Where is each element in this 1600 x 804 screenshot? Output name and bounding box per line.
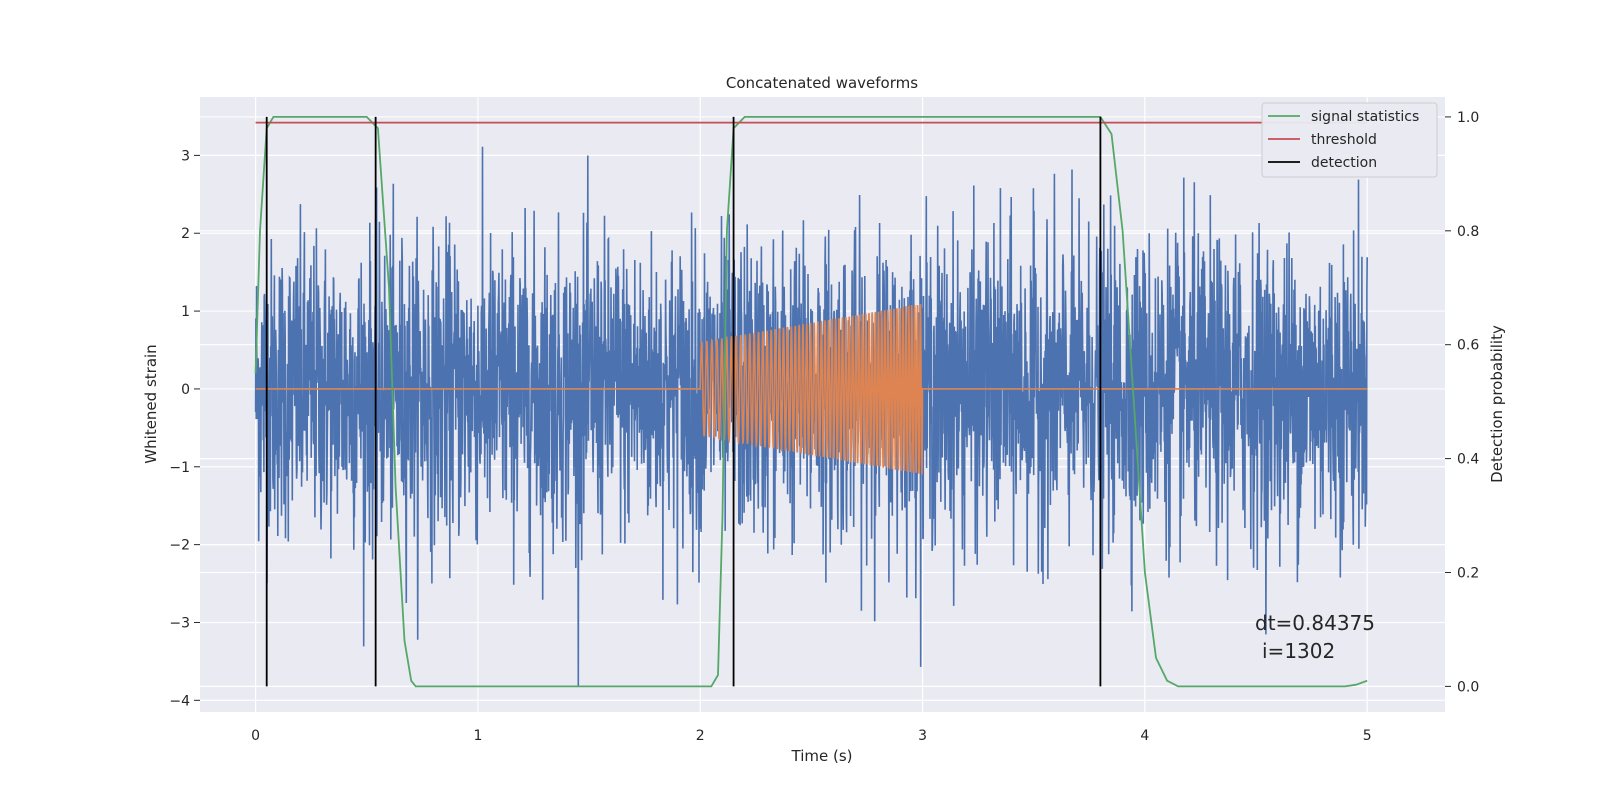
y-left-tick-label-0: 3 <box>181 148 190 164</box>
y-left-tick-label-4: −1 <box>169 460 190 476</box>
injected-signal-line <box>255 303 1368 476</box>
annotation-i: i=1302 <box>1262 639 1335 663</box>
x-axis-label: Time (s) <box>791 747 853 765</box>
y-left-tick-label-7: −4 <box>169 693 190 709</box>
y-left-tick-label-5: −2 <box>169 538 190 554</box>
legend-box <box>1261 102 1438 178</box>
y-right-tick-label-3: 0.4 <box>1457 452 1479 468</box>
y-right-tick-label-5: 0.0 <box>1457 679 1479 695</box>
chart-title: Concatenated waveforms <box>726 74 918 92</box>
y-right-tick-label-2: 0.6 <box>1457 338 1479 354</box>
legend-label-threshold: threshold <box>1311 132 1377 148</box>
x-tick-label-0: 0 <box>251 728 260 744</box>
y-left-tick-label-3: 0 <box>181 382 190 398</box>
y-axis-right-label: Detection probability <box>1488 325 1506 483</box>
x-tick-label-5: 5 <box>1363 728 1372 744</box>
signal-statistics-line <box>254 116 1368 688</box>
legend-label-signal-statistics: signal statistics <box>1311 109 1419 125</box>
y-axis-left-label: Whitened strain <box>142 344 160 463</box>
annotation-dt: dt=0.84375 <box>1255 611 1375 635</box>
y-right-tick-label-1: 0.8 <box>1457 224 1479 240</box>
x-tick-label-4: 4 <box>1140 728 1149 744</box>
x-tick-label-2: 2 <box>696 728 705 744</box>
x-tick-label-1: 1 <box>473 728 482 744</box>
tick-labels: 0 1 2 3 4 5 3 2 1 0 −1 −2 −3 −4 1.0 0.8 0.6 0.4 0.2 0.0 <box>169 110 1479 744</box>
dt-annotation: dt=0.84375 i=1302 <box>1255 611 1375 663</box>
probability-series <box>254 116 1368 688</box>
y-right-tick-label-0: 1.0 <box>1457 110 1479 126</box>
y-left-tick-label-1: 2 <box>181 226 190 242</box>
legend-label-detection: detection <box>1311 155 1377 171</box>
y-left-tick-label-2: 1 <box>181 304 190 320</box>
injected-signal-series <box>255 303 1368 476</box>
y-right-tick-label-4: 0.2 <box>1457 565 1479 581</box>
legend: signal statistics threshold detection <box>1261 102 1438 178</box>
y-left-tick-label-6: −3 <box>169 615 190 631</box>
x-tick-label-3: 3 <box>918 728 927 744</box>
